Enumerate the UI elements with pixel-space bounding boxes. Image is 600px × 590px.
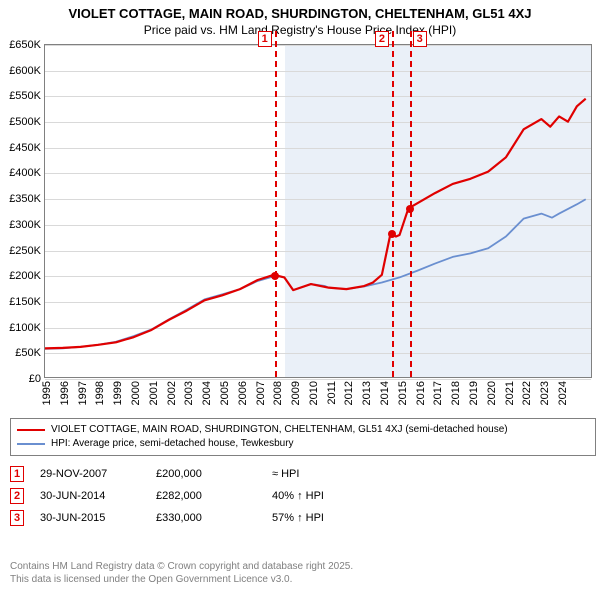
x-axis-label: 2012 (343, 381, 355, 405)
sale-date: 29-NOV-2007 (40, 468, 140, 480)
chart-title: VIOLET COTTAGE, MAIN ROAD, SHURDINGTON, … (0, 0, 600, 23)
x-axis-label: 2022 (521, 381, 533, 405)
x-axis-label: 1998 (94, 381, 106, 405)
callout-vline (275, 31, 277, 377)
sale-date: 30-JUN-2014 (40, 490, 140, 502)
x-axis-label: 1996 (59, 381, 71, 405)
y-axis-label: £50K (15, 347, 41, 359)
callout-number-box: 3 (413, 31, 427, 47)
y-axis-label: £150K (9, 296, 41, 308)
legend-item: HPI: Average price, semi-detached house,… (17, 437, 589, 451)
y-axis-label: £650K (9, 39, 41, 51)
y-gridline (45, 379, 591, 380)
y-axis-label: £500K (9, 116, 41, 128)
y-axis-label: £250K (9, 245, 41, 257)
legend: VIOLET COTTAGE, MAIN ROAD, SHURDINGTON, … (10, 418, 596, 456)
x-axis-label: 2005 (219, 381, 231, 405)
property-line (45, 99, 586, 349)
y-axis-label: £400K (9, 167, 41, 179)
sale-row: 3 30-JUN-2015 £330,000 57% ↑ HPI (10, 510, 596, 526)
legend-swatch (17, 429, 45, 431)
chart-container: VIOLET COTTAGE, MAIN ROAD, SHURDINGTON, … (0, 0, 600, 590)
footer-attribution: Contains HM Land Registry data © Crown c… (10, 560, 353, 586)
sale-number-box: 1 (10, 466, 24, 482)
legend-item: VIOLET COTTAGE, MAIN ROAD, SHURDINGTON, … (17, 423, 589, 437)
x-axis-label: 1995 (41, 381, 53, 405)
x-axis-label: 2008 (272, 381, 284, 405)
callout-vline (410, 31, 412, 377)
y-axis-label: £200K (9, 270, 41, 282)
x-axis-label: 2019 (468, 381, 480, 405)
sale-delta: 57% ↑ HPI (272, 512, 324, 524)
footer-line-2: This data is licensed under the Open Gov… (10, 573, 353, 586)
legend-label: HPI: Average price, semi-detached house,… (51, 437, 294, 451)
x-axis-label: 2007 (255, 381, 267, 405)
sale-price: £330,000 (156, 512, 256, 524)
chart-lines (45, 45, 591, 377)
x-axis-label: 2009 (290, 381, 302, 405)
hpi-line (45, 199, 586, 349)
sale-number-box: 2 (10, 488, 24, 504)
sale-number-box: 3 (10, 510, 24, 526)
x-axis-label: 1999 (112, 381, 124, 405)
sale-row: 1 29-NOV-2007 £200,000 ≈ HPI (10, 466, 596, 482)
legend-label: VIOLET COTTAGE, MAIN ROAD, SHURDINGTON, … (51, 423, 508, 437)
sale-row: 2 30-JUN-2014 £282,000 40% ↑ HPI (10, 488, 596, 504)
x-axis-label: 2023 (539, 381, 551, 405)
x-axis-label: 2020 (486, 381, 498, 405)
x-axis-label: 2014 (379, 381, 391, 405)
sales-table: 1 29-NOV-2007 £200,000 ≈ HPI 2 30-JUN-2014 £28… (10, 466, 596, 532)
sale-marker (271, 272, 279, 280)
x-axis-label: 2003 (183, 381, 195, 405)
y-axis-label: £100K (9, 322, 41, 334)
y-axis-label: £600K (9, 65, 41, 77)
callout-number-box: 1 (258, 31, 272, 47)
callout-vline (392, 31, 394, 377)
x-axis-label: 2000 (130, 381, 142, 405)
x-axis-label: 2015 (397, 381, 409, 405)
x-axis-label: 2016 (415, 381, 427, 405)
y-axis-label: £300K (9, 219, 41, 231)
sale-date: 30-JUN-2015 (40, 512, 140, 524)
plot-area: £0£50K£100K£150K£200K£250K£300K£350K£400… (44, 44, 592, 378)
x-axis-label: 2017 (432, 381, 444, 405)
x-axis-label: 2004 (201, 381, 213, 405)
chart-subtitle: Price paid vs. HM Land Registry's House … (0, 23, 600, 41)
x-axis-label: 2010 (308, 381, 320, 405)
y-axis-label: £450K (9, 142, 41, 154)
y-axis-label: £0 (29, 373, 41, 385)
sale-delta: ≈ HPI (272, 468, 299, 480)
x-axis-label: 2021 (504, 381, 516, 405)
sale-marker (388, 230, 396, 238)
x-axis-label: 1997 (77, 381, 89, 405)
callout-number-box: 2 (375, 31, 389, 47)
x-axis-label: 2024 (557, 381, 569, 405)
sale-price: £282,000 (156, 490, 256, 502)
x-axis-label: 2006 (237, 381, 249, 405)
sale-marker (406, 205, 414, 213)
sale-delta: 40% ↑ HPI (272, 490, 324, 502)
y-axis-label: £550K (9, 90, 41, 102)
x-axis-label: 2001 (148, 381, 160, 405)
x-axis-label: 2002 (166, 381, 178, 405)
legend-swatch (17, 443, 45, 445)
x-axis-label: 2013 (361, 381, 373, 405)
footer-line-1: Contains HM Land Registry data © Crown c… (10, 560, 353, 573)
x-axis-label: 2018 (450, 381, 462, 405)
sale-price: £200,000 (156, 468, 256, 480)
x-axis-label: 2011 (326, 381, 338, 405)
y-axis-label: £350K (9, 193, 41, 205)
